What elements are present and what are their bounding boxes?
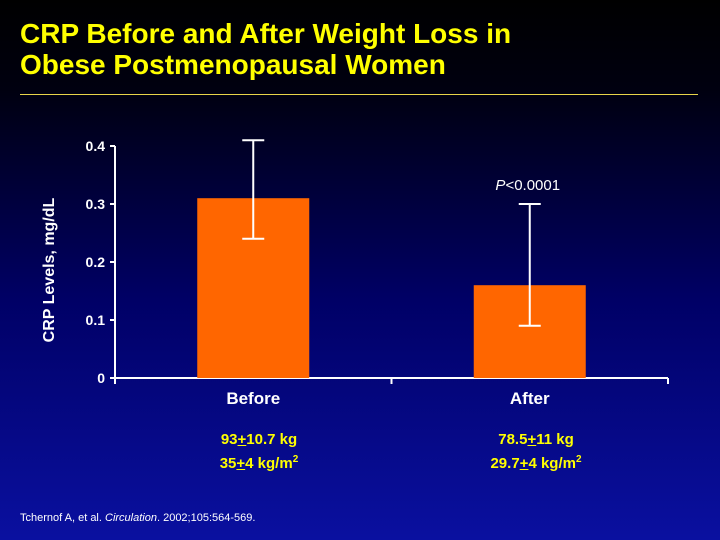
title-line-1: CRP Before and After Weight Loss in <box>20 18 512 49</box>
slide-title: CRP Before and After Weight Loss in Obes… <box>20 18 700 80</box>
chart-error-bars <box>242 139 541 327</box>
p-value-annotation: P<0.0001 <box>495 177 560 194</box>
chart-labels: CRP Levels, mg/dL Before After P<0.0001 <box>41 177 560 408</box>
title-divider <box>20 94 698 95</box>
stats-before: 93+10.7 kg 35+4 kg/m2 <box>179 430 339 474</box>
stats-after: 78.5+11 kg 29.7+4 kg/m2 <box>456 430 616 474</box>
y-tick-label: 0.3 <box>86 196 106 212</box>
p-value-number: <0.0001 <box>505 177 560 194</box>
y-axis-label: CRP Levels, mg/dL <box>41 197 58 342</box>
p-value-letter: P <box>495 177 505 194</box>
bmi-before: 35+4 kg/m2 <box>219 454 299 472</box>
bmi-after: 29.7+4 kg/m2 <box>490 454 582 472</box>
weight-before: 93+10.7 kg <box>220 431 298 448</box>
citation: Tchernof A, et al. Circulation. 2002;105… <box>20 512 256 524</box>
y-tick-label: 0.1 <box>86 312 106 328</box>
x-tick-label: Before <box>226 389 280 408</box>
title-line-2: Obese Postmenopausal Women <box>20 49 446 80</box>
y-tick-label: 0 <box>97 370 105 386</box>
y-tick-label: 0.2 <box>86 254 106 270</box>
x-tick-label: After <box>510 389 550 408</box>
weight-after: 78.5+11 kg <box>498 431 574 448</box>
chart-axes: 0 0.1 0.2 0.3 0.4 <box>86 138 669 386</box>
chart-bars <box>197 198 586 378</box>
y-tick-label: 0.4 <box>86 138 106 154</box>
